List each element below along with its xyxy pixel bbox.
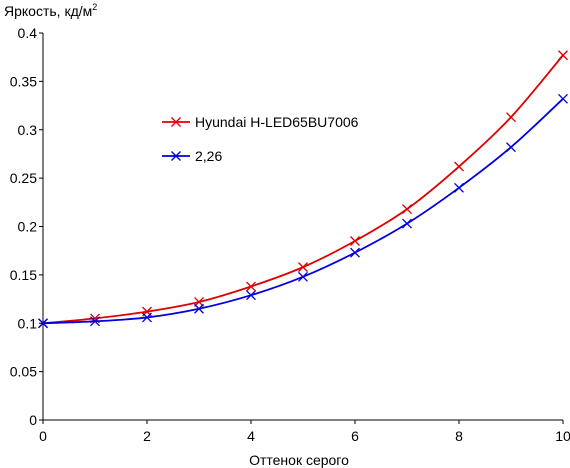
data-point xyxy=(194,303,204,314)
x-tick-label: 0 xyxy=(39,428,47,444)
x-tick-label: 8 xyxy=(455,428,463,444)
x-tick-label: 4 xyxy=(247,428,255,444)
marker-stroke xyxy=(194,303,204,314)
marker-stroke xyxy=(142,312,152,323)
x-tick-label: 10 xyxy=(555,428,570,444)
x-axis-title: Оттенок серого xyxy=(249,452,349,468)
marker-stroke xyxy=(298,271,308,282)
marker-stroke xyxy=(506,142,516,153)
data-point xyxy=(350,236,360,246)
data-point xyxy=(558,50,568,61)
data-point xyxy=(298,262,308,273)
y-tick-label: 0.35 xyxy=(10,73,37,89)
legend-item-2: 2,26 xyxy=(162,148,222,164)
x-tick-label: 2 xyxy=(143,428,151,444)
marker-stroke xyxy=(38,318,48,329)
marker-stroke xyxy=(298,262,308,273)
data-point xyxy=(142,312,152,323)
legend-label: 2,26 xyxy=(195,148,222,164)
series-2 xyxy=(38,93,568,329)
data-point xyxy=(90,316,100,327)
marker-stroke xyxy=(246,290,256,301)
marker-stroke xyxy=(402,204,412,215)
data-point xyxy=(298,271,308,282)
legend: Hyundai H-LED65BU7006 2,26 xyxy=(162,114,359,164)
y-tick-label: 0.05 xyxy=(10,364,37,380)
data-point xyxy=(246,290,256,301)
y-tick-labels: 0 0.05 0.1 0.15 0.2 0.25 0.3 0.35 0.4 xyxy=(10,25,37,428)
axes xyxy=(39,32,564,424)
y-tick-label: 0.2 xyxy=(18,219,38,235)
marker-stroke xyxy=(558,93,568,104)
x-tick-label: 6 xyxy=(351,428,359,444)
data-point xyxy=(38,318,48,329)
data-point xyxy=(506,142,516,153)
y-tick-label: 0.25 xyxy=(10,170,37,186)
legend-swatch-marker xyxy=(171,117,181,127)
marker-stroke xyxy=(350,236,360,246)
y-tick-label: 0.1 xyxy=(18,315,38,331)
marker-stroke xyxy=(558,50,568,61)
data-point xyxy=(454,161,464,172)
data-point xyxy=(402,204,412,215)
series-layer xyxy=(38,50,568,329)
series-line xyxy=(42,98,564,325)
marker-stroke xyxy=(350,247,360,258)
marker-stroke xyxy=(171,151,181,161)
x-tick-labels: 0 2 4 6 8 10 xyxy=(39,428,570,444)
data-point xyxy=(350,247,360,258)
marker-stroke xyxy=(171,117,181,127)
data-point xyxy=(506,112,516,123)
y-tick-label: 0.3 xyxy=(18,122,38,138)
legend-item-1: Hyundai H-LED65BU7006 xyxy=(162,114,359,130)
y-tick-label: 0.15 xyxy=(10,267,37,283)
marker-stroke xyxy=(246,281,256,292)
series-line xyxy=(42,54,564,325)
marker-stroke xyxy=(506,112,516,123)
legend-swatch-marker xyxy=(171,151,181,161)
marker-stroke xyxy=(402,218,412,229)
marker-stroke xyxy=(454,161,464,172)
y-tick-label: 0 xyxy=(29,412,37,428)
y-axis-title: Яркость, кд/м2 xyxy=(4,2,97,19)
data-point xyxy=(454,182,464,193)
y-tick-label: 0.4 xyxy=(18,25,38,41)
legend-label: Hyundai H-LED65BU7006 xyxy=(195,114,359,130)
data-point xyxy=(246,281,256,292)
data-point xyxy=(402,218,412,229)
marker-stroke xyxy=(90,316,100,327)
data-point xyxy=(558,93,568,104)
series-1 xyxy=(38,50,568,329)
marker-stroke xyxy=(454,182,464,193)
